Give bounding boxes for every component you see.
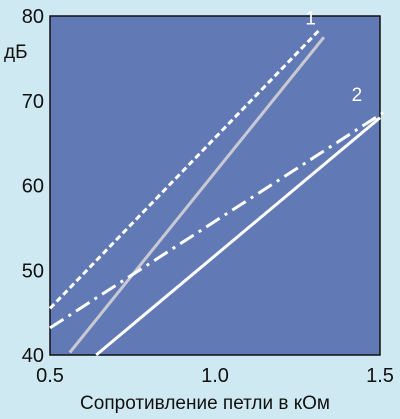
y-tick-label-40: 40	[22, 345, 44, 367]
y-tick-label-50: 50	[22, 260, 44, 282]
series-line-2-solid	[68, 36, 326, 354]
plot-area	[49, 15, 381, 356]
y-tick-label-70: 70	[22, 91, 44, 113]
y-tick-label-60: 60	[22, 176, 44, 198]
x-tick-label-1.0: 1.0	[201, 365, 229, 387]
curve-annotations: 12	[305, 8, 362, 105]
y-tick-labels: 40 50 60 70 80	[22, 6, 44, 367]
series-line-4-solid	[95, 116, 381, 357]
curve-label-1: 1	[305, 8, 316, 29]
x-tick-labels: 0.5 1.0 1.5	[36, 365, 394, 387]
series-line-3-dashdot	[49, 111, 385, 330]
series-line-1-dotted	[48, 27, 322, 310]
series-layer	[48, 27, 385, 357]
y-tick-label-80: 80	[22, 6, 44, 28]
x-tick-label-1.5: 1.5	[366, 365, 394, 387]
y-axis-label: дБ	[4, 42, 28, 63]
x-axis-label: Сопротивление петли в кОм	[80, 393, 330, 414]
curve-label-2: 2	[352, 85, 363, 106]
x-tick-label-0.5: 0.5	[36, 365, 64, 387]
